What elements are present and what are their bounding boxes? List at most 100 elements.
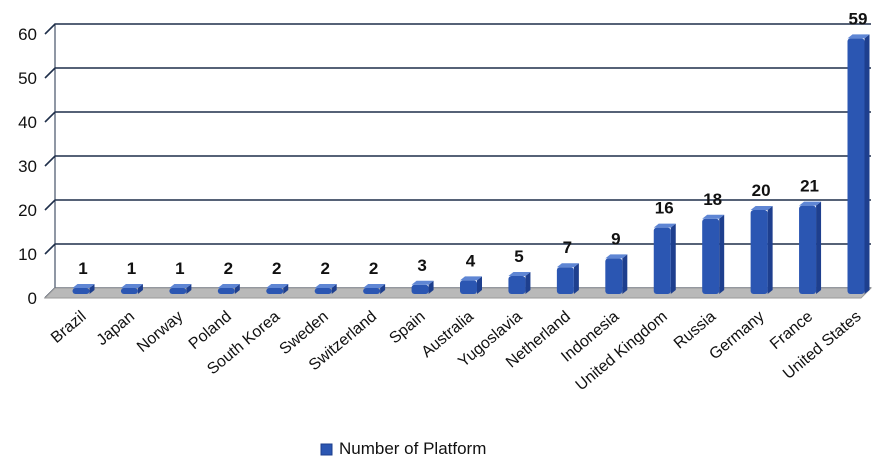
data-label: 5	[514, 247, 523, 266]
data-label: 21	[800, 177, 819, 196]
bar	[460, 276, 482, 294]
bar	[508, 272, 531, 294]
bar-side	[186, 284, 192, 294]
y-tick-label: 20	[18, 201, 37, 220]
bar	[605, 254, 628, 294]
bar-top	[702, 214, 725, 219]
bar	[266, 284, 289, 294]
bar-top	[363, 284, 386, 288]
bar-top	[120, 284, 143, 288]
bar-side	[816, 201, 822, 294]
bars	[72, 34, 870, 295]
legend-label: Number of Platform	[339, 439, 486, 458]
x-tick-label: Norway	[134, 308, 186, 356]
bar-side	[525, 272, 531, 294]
gridlines	[44, 23, 871, 299]
bar-side	[719, 214, 725, 294]
bar-top	[169, 284, 192, 288]
gridline	[44, 111, 871, 123]
bar-front	[847, 38, 865, 295]
bar	[702, 214, 725, 294]
bar-side	[283, 284, 289, 294]
bar-top	[460, 276, 482, 281]
bar-front	[556, 267, 574, 294]
bar-side	[670, 223, 676, 294]
bar-side	[234, 284, 240, 294]
data-label: 1	[127, 259, 136, 278]
bar-side	[137, 284, 143, 294]
bar-front	[266, 288, 284, 294]
bar-top	[266, 284, 289, 288]
bar-front	[72, 288, 90, 294]
bar-side	[380, 284, 386, 294]
data-label: 4	[466, 251, 476, 270]
data-label: 2	[272, 259, 281, 278]
y-tick-label: 40	[18, 113, 37, 132]
bar-top	[847, 34, 870, 39]
bar	[120, 284, 143, 294]
bar	[750, 206, 773, 294]
floor-plane	[43, 287, 873, 299]
bar-side	[428, 280, 434, 294]
y-tick-label: 30	[18, 157, 37, 176]
bar	[799, 201, 822, 294]
bar-front	[702, 218, 720, 294]
bar-front	[605, 258, 623, 294]
chart-floor	[43, 287, 873, 299]
bar-front	[120, 288, 138, 294]
bar-front	[750, 210, 768, 294]
gridline	[44, 243, 871, 255]
bar-top	[314, 284, 337, 288]
bar-front	[169, 288, 187, 294]
gridline	[44, 67, 871, 79]
data-label: 2	[224, 259, 233, 278]
y-tick-label: 50	[18, 69, 37, 88]
bar-front	[217, 288, 235, 294]
bar-front	[314, 288, 332, 294]
bar-side	[622, 254, 628, 294]
x-tick-label: Spain	[386, 308, 428, 347]
bar-front	[460, 280, 477, 294]
y-axis-ticks: 0 10 20 30 40 50 60	[18, 25, 37, 308]
bar	[847, 34, 870, 295]
bar-side	[864, 34, 870, 295]
bar	[363, 284, 386, 294]
bar-side	[477, 276, 482, 294]
x-tick-label: Brazil	[48, 308, 90, 347]
bar-top	[72, 284, 95, 288]
data-labels: 1 1 1 2 2 2 2 3 4 5 7 9 16 18 20 21 59	[78, 9, 867, 278]
data-label: 1	[175, 259, 184, 278]
y-tick-label: 60	[18, 25, 37, 44]
data-label: 59	[849, 9, 868, 28]
data-label: 9	[611, 229, 620, 248]
y-tick-label: 0	[28, 289, 37, 308]
bar-top	[750, 206, 773, 210]
bar-side	[767, 206, 773, 294]
data-label: 2	[369, 259, 378, 278]
data-label: 7	[563, 238, 572, 257]
bar	[169, 284, 192, 294]
bar-front	[411, 284, 429, 294]
bar-front	[363, 288, 381, 294]
bar-front	[799, 205, 817, 294]
bar-top	[217, 284, 240, 288]
bar-top	[799, 201, 822, 206]
legend: Number of Platform	[320, 439, 486, 458]
gridline	[44, 23, 871, 35]
gridline	[44, 155, 871, 167]
bar	[72, 284, 95, 294]
bar	[314, 284, 337, 294]
x-tick-label: Japan	[94, 308, 138, 349]
bar-top	[605, 254, 628, 259]
bar	[411, 280, 434, 294]
bar-side	[89, 284, 95, 294]
bar-side	[331, 284, 337, 294]
gridline	[44, 199, 871, 211]
data-label: 16	[655, 199, 674, 218]
data-label: 18	[703, 190, 722, 209]
bar-top	[556, 263, 579, 268]
data-label: 2	[320, 259, 329, 278]
bar	[556, 263, 579, 294]
